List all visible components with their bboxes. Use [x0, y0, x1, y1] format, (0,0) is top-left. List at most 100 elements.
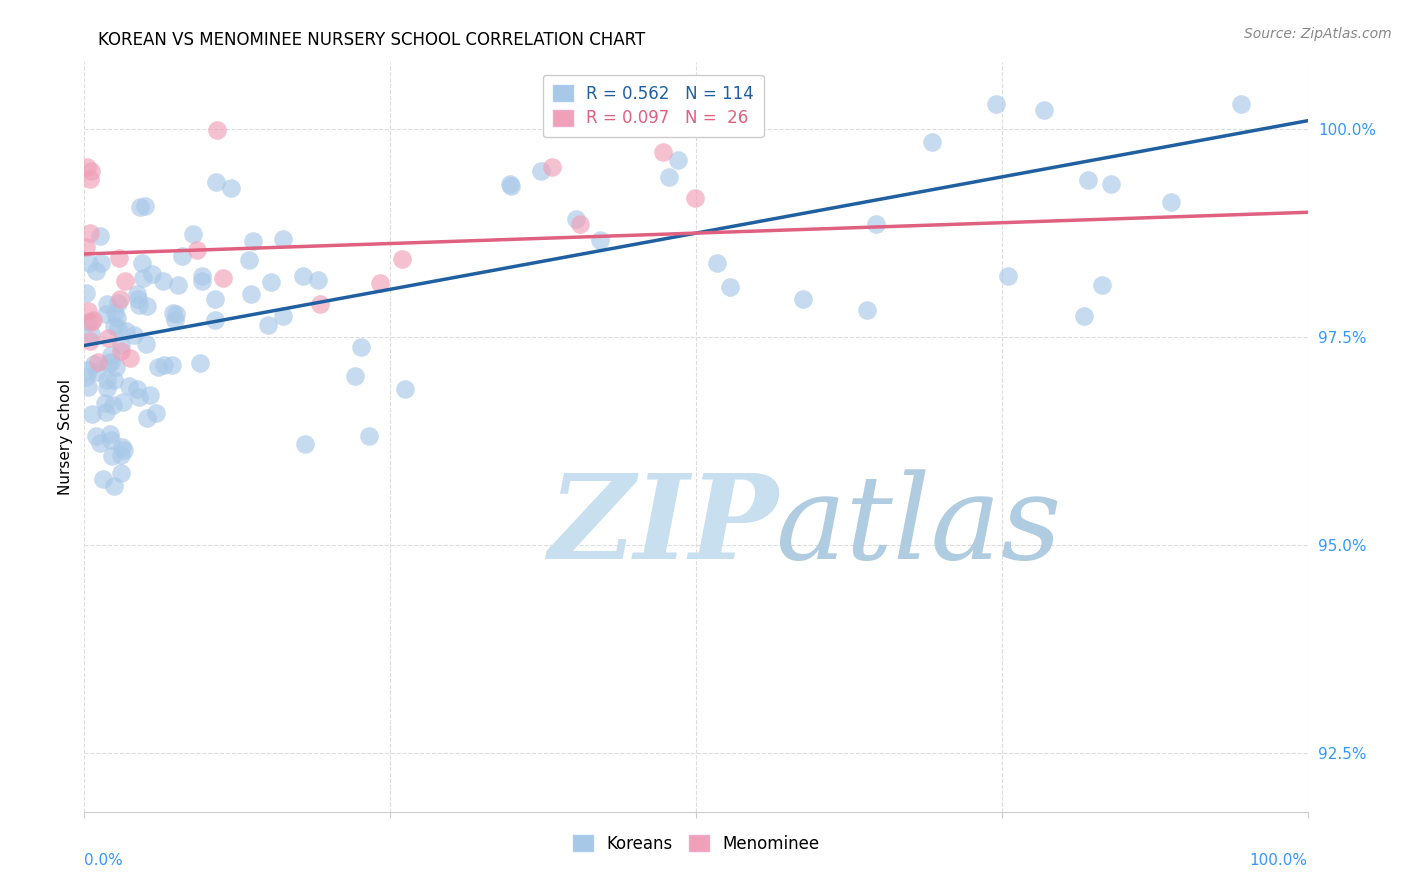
Point [83, 357, 105, 371]
Point [652, 145, 675, 159]
Point [792, 292, 814, 306]
Point [108, 251, 131, 265]
Point [136, 299, 159, 313]
Point [191, 275, 214, 289]
Text: KOREAN VS MENOMINEE NURSERY SCHOOL CORRELATION CHART: KOREAN VS MENOMINEE NURSERY SCHOOL CORRE… [98, 31, 645, 49]
Point [111, 440, 134, 454]
Point [77, 363, 100, 377]
Point [125, 382, 148, 396]
Point [80, 315, 103, 329]
Point [107, 295, 129, 310]
Point [271, 232, 294, 246]
Point [394, 382, 416, 396]
Point [238, 253, 260, 268]
Point [115, 324, 138, 338]
Point [131, 256, 153, 270]
Point [82, 407, 104, 421]
Point [292, 269, 315, 284]
Point [141, 268, 163, 282]
Text: Source: ZipAtlas.com: Source: ZipAtlas.com [1244, 27, 1392, 41]
Point [1090, 277, 1112, 292]
Point [152, 274, 174, 288]
Point [1073, 309, 1095, 323]
Point [188, 356, 211, 370]
Point [128, 298, 150, 312]
Point [211, 270, 233, 285]
Point [107, 320, 129, 334]
Point [170, 249, 193, 263]
Point [565, 212, 588, 227]
Point [1160, 194, 1182, 209]
Point [1032, 103, 1054, 117]
Point [391, 252, 413, 266]
Point [94, 395, 117, 409]
Point [683, 191, 706, 205]
Point [541, 160, 564, 174]
Point [135, 411, 157, 425]
Point [75, 286, 97, 301]
Point [658, 170, 681, 185]
Point [128, 390, 150, 404]
Point [122, 328, 145, 343]
Point [104, 306, 127, 320]
Point [163, 313, 186, 327]
Point [94, 405, 117, 419]
Point [77, 380, 100, 394]
Point [100, 449, 122, 463]
Point [1229, 97, 1251, 112]
Point [100, 354, 122, 368]
Point [79, 171, 101, 186]
Point [350, 340, 373, 354]
Point [666, 153, 689, 168]
Point [80, 327, 103, 342]
Point [135, 337, 157, 351]
Point [110, 344, 132, 359]
Point [186, 243, 208, 257]
Point [76, 315, 98, 329]
Point [80, 163, 103, 178]
Point [148, 360, 170, 375]
Point [96, 380, 118, 394]
Point [84, 429, 107, 443]
Point [84, 264, 107, 278]
Point [343, 369, 366, 384]
Point [160, 359, 183, 373]
Point [110, 337, 132, 351]
Point [205, 123, 228, 137]
Legend: Koreans, Menominee: Koreans, Menominee [567, 829, 825, 860]
Point [242, 234, 264, 248]
Point [856, 302, 879, 317]
Point [105, 311, 128, 326]
Point [112, 394, 135, 409]
Point [96, 297, 118, 311]
Point [77, 304, 100, 318]
Point [569, 217, 592, 231]
Point [309, 297, 332, 311]
Point [118, 379, 141, 393]
Point [501, 178, 523, 193]
Point [260, 275, 283, 289]
Point [134, 199, 156, 213]
Point [112, 443, 135, 458]
Point [105, 359, 128, 374]
Point [86, 365, 108, 379]
Point [77, 256, 100, 270]
Point [357, 429, 380, 443]
Point [181, 227, 204, 242]
Point [100, 426, 122, 441]
Point [190, 269, 212, 284]
Point [145, 406, 167, 420]
Point [82, 313, 104, 327]
Point [162, 306, 184, 320]
Point [100, 433, 122, 447]
Point [110, 449, 132, 463]
Point [129, 200, 152, 214]
Point [131, 271, 153, 285]
Y-axis label: Nursery School: Nursery School [58, 379, 73, 495]
Text: ZIP: ZIP [550, 469, 779, 584]
Point [167, 277, 190, 292]
Point [91, 472, 114, 486]
Point [219, 180, 242, 194]
Point [110, 467, 132, 481]
Point [720, 280, 742, 294]
